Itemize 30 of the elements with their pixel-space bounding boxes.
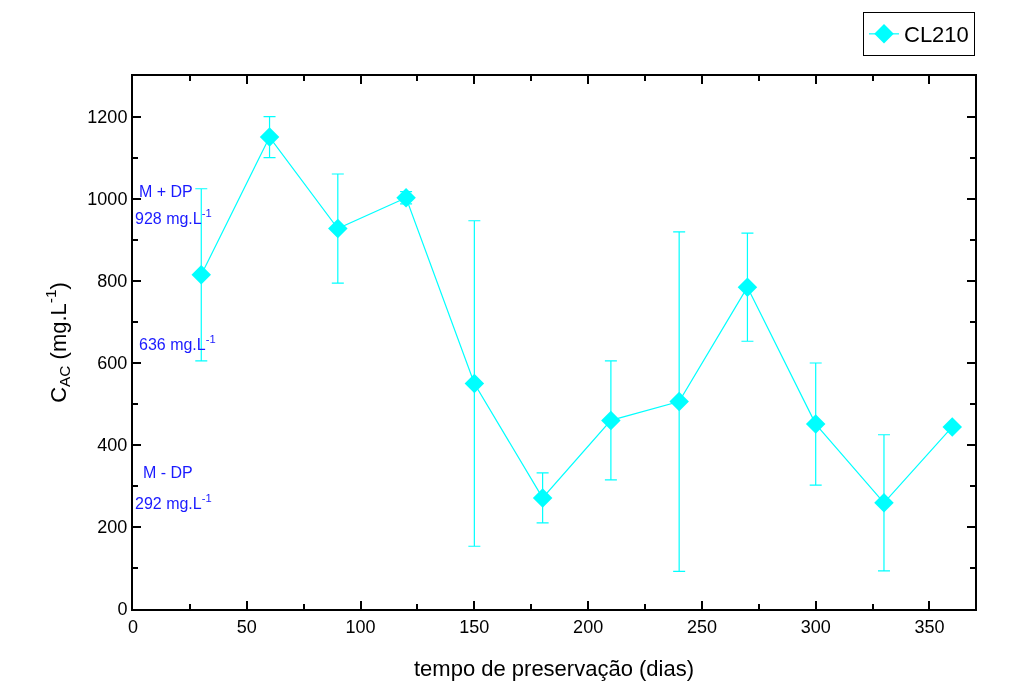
y-tick-label: 800 — [97, 271, 128, 292]
y-tick-label: 400 — [97, 435, 128, 456]
point — [669, 391, 689, 412]
y-tick-label: 200 — [97, 517, 128, 538]
x-tick-label: 150 — [459, 616, 490, 637]
y-tick-label: 600 — [97, 353, 128, 374]
legend-label: CL210 — [904, 22, 969, 48]
annotation: M - DP — [143, 464, 193, 481]
x-axis-title: tempo de preservação (dias) — [413, 656, 695, 681]
point — [259, 127, 280, 147]
x-tick-label: 300 — [800, 616, 831, 637]
point — [328, 218, 348, 239]
x-tick-label: 100 — [345, 616, 376, 637]
x-tick-label: 50 — [236, 616, 257, 637]
y-tick-label: 0 — [117, 599, 128, 620]
point — [601, 410, 621, 431]
point — [532, 488, 553, 508]
y-tick-label: 1000 — [87, 189, 128, 210]
point — [942, 417, 962, 437]
point — [737, 277, 758, 297]
point — [874, 493, 894, 513]
annotation: M + DP — [139, 183, 193, 200]
point — [191, 265, 212, 285]
annotation: 292 mg.L$^{-1}$ — [135, 492, 212, 512]
x-tick-label: 350 — [914, 616, 945, 637]
x-tick-label: 250 — [686, 616, 717, 637]
y-tick-label: 1200 — [87, 107, 128, 128]
x-tick-label: 200 — [573, 616, 604, 637]
point — [805, 414, 826, 434]
point — [464, 373, 485, 394]
